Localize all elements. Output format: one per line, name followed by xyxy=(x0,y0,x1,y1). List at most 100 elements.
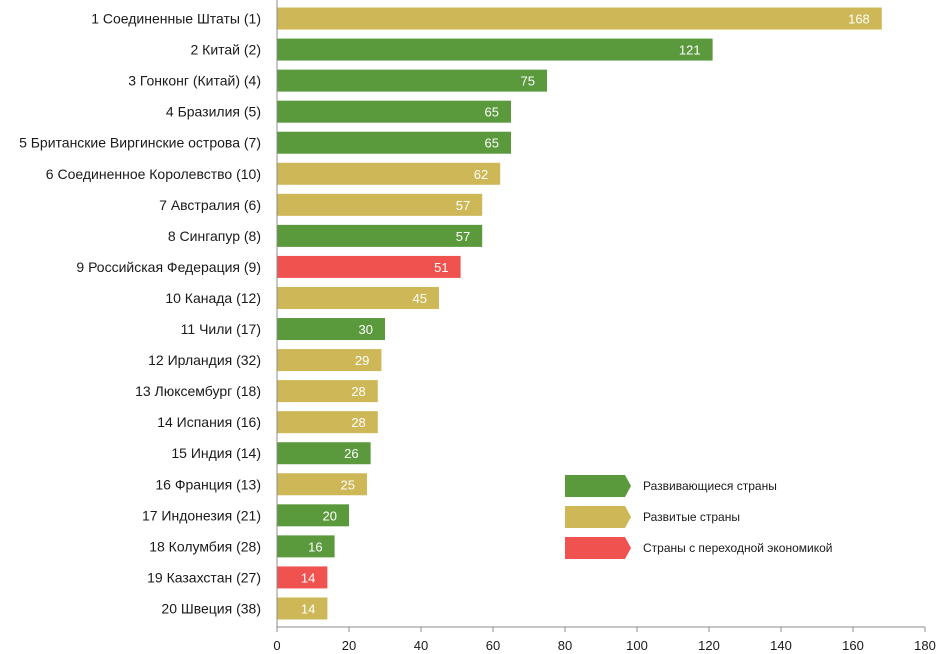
bar-group: 12 Ирландия (32) 29 xyxy=(148,349,382,372)
x-tick-label: 60 xyxy=(486,638,500,653)
bar xyxy=(277,162,501,185)
value-label: 29 xyxy=(355,353,369,368)
bar xyxy=(277,131,511,154)
bar-group: 20 Швеция (38) 14 xyxy=(161,597,328,620)
value-label: 20 xyxy=(323,508,337,523)
x-tick-label: 80 xyxy=(558,638,572,653)
legend-swatch xyxy=(565,475,631,497)
x-tick-label: 20 xyxy=(342,638,356,653)
x-tick-label: 180 xyxy=(914,638,936,653)
bar-group: 4 Бразилия (5) 65 xyxy=(166,100,511,123)
bar-group: 14 Испания (16) 28 xyxy=(157,411,378,434)
bar xyxy=(277,473,367,496)
value-label: 75 xyxy=(521,74,535,89)
bar xyxy=(277,535,335,558)
bar xyxy=(277,411,378,434)
bar-group: 18 Колумбия (28) 16 xyxy=(149,535,335,558)
value-label: 65 xyxy=(485,136,499,151)
category-label: 6 Соединенное Королевство (10) xyxy=(46,166,261,182)
category-label: 18 Колумбия (28) xyxy=(149,538,261,554)
bar-group: 3 Гонконг (Китай) (4) 75 xyxy=(128,69,547,92)
x-axis: 0 20 40 60 80 100 120 140 160 180 xyxy=(273,0,936,653)
legend-item: Развивающиеся страны xyxy=(565,475,777,497)
bar xyxy=(277,286,439,309)
value-label: 26 xyxy=(344,446,358,461)
bar-group: 9 Российская Федерация (9) 51 xyxy=(76,255,461,278)
legend-swatch xyxy=(565,537,631,559)
x-tick-label: 0 xyxy=(273,638,280,653)
category-label: 10 Канада (12) xyxy=(165,290,261,306)
bar-group: 13 Люксембург (18) 28 xyxy=(135,380,378,403)
bar-group: 10 Канада (12) 45 xyxy=(165,286,439,309)
value-label: 16 xyxy=(308,539,322,554)
bar xyxy=(277,7,882,30)
bar xyxy=(277,255,461,278)
category-label: 4 Бразилия (5) xyxy=(166,104,261,120)
bar-group: 8 Сингапур (8) 57 xyxy=(168,224,483,247)
value-label: 45 xyxy=(413,291,427,306)
category-label: 8 Сингапур (8) xyxy=(168,228,261,244)
bar xyxy=(277,69,547,92)
bar-group: 1 Соединенные Штаты (1) 168 xyxy=(91,7,882,30)
x-tick-label: 100 xyxy=(626,638,648,653)
value-label: 30 xyxy=(359,322,373,337)
category-label: 19 Казахстан (27) xyxy=(147,569,261,585)
bars-layer: 1 Соединенные Штаты (1) 168 2 Китай (2) 121… xyxy=(19,7,882,620)
bar-group: 5 Британские Виргинские острова (7) 65 xyxy=(19,131,511,154)
bar-group: 16 Франция (13) 25 xyxy=(155,473,367,496)
legend: Развивающиеся страны Развитые страны Стран… xyxy=(565,475,833,559)
bar xyxy=(277,193,483,216)
value-label: 28 xyxy=(351,415,365,430)
bar xyxy=(277,504,349,527)
bar-group: 6 Соединенное Королевство (10) 62 xyxy=(46,162,501,185)
value-label: 28 xyxy=(351,384,365,399)
value-label: 121 xyxy=(679,43,701,58)
legend-item: Страны с переходной экономикой xyxy=(565,537,833,559)
category-label: 17 Индонезия (21) xyxy=(142,507,261,523)
value-label: 57 xyxy=(456,229,470,244)
bar xyxy=(277,349,382,372)
value-label: 25 xyxy=(341,477,355,492)
bar-group: 15 Индия (14) 26 xyxy=(171,442,371,465)
category-label: 1 Соединенные Штаты (1) xyxy=(91,11,261,27)
bar xyxy=(277,224,483,247)
value-label: 168 xyxy=(848,12,870,27)
x-tick-label: 140 xyxy=(770,638,792,653)
legend-item: Развитые страны xyxy=(565,506,740,528)
legend-label: Развивающиеся страны xyxy=(643,479,777,493)
value-label: 62 xyxy=(474,167,488,182)
legend-label: Страны с переходной экономикой xyxy=(643,541,833,555)
bar xyxy=(277,38,713,61)
x-tick-label: 120 xyxy=(698,638,720,653)
value-label: 14 xyxy=(301,570,315,585)
bar-group: 7 Австралия (6) 57 xyxy=(159,193,483,216)
bar xyxy=(277,318,385,341)
bar xyxy=(277,597,328,620)
category-label: 5 Британские Виргинские острова (7) xyxy=(19,135,261,151)
category-label: 9 Российская Федерация (9) xyxy=(76,259,261,275)
legend-swatch xyxy=(565,506,631,528)
bar-group: 11 Чили (17) 30 xyxy=(181,318,385,341)
category-label: 14 Испания (16) xyxy=(157,414,261,430)
category-label: 13 Люксембург (18) xyxy=(135,383,261,399)
category-label: 12 Ирландия (32) xyxy=(148,352,261,368)
bar-group: 19 Казахстан (27) 14 xyxy=(147,566,328,589)
category-label: 20 Швеция (38) xyxy=(161,600,261,616)
category-label: 3 Гонконг (Китай) (4) xyxy=(128,73,261,89)
category-label: 2 Китай (2) xyxy=(190,42,261,58)
value-label: 65 xyxy=(485,105,499,120)
bar xyxy=(277,100,511,123)
legend-label: Развитые страны xyxy=(643,510,740,524)
bar-group: 2 Китай (2) 121 xyxy=(190,38,713,61)
category-label: 16 Франция (13) xyxy=(155,476,261,492)
value-label: 14 xyxy=(301,601,315,616)
value-label: 51 xyxy=(434,260,448,275)
category-label: 15 Индия (14) xyxy=(171,445,261,461)
x-tick-label: 40 xyxy=(414,638,428,653)
category-label: 11 Чили (17) xyxy=(181,321,261,337)
bar xyxy=(277,380,378,403)
bar-group: 17 Индонезия (21) 20 xyxy=(142,504,349,527)
bar xyxy=(277,566,328,589)
x-tick-label: 160 xyxy=(842,638,864,653)
